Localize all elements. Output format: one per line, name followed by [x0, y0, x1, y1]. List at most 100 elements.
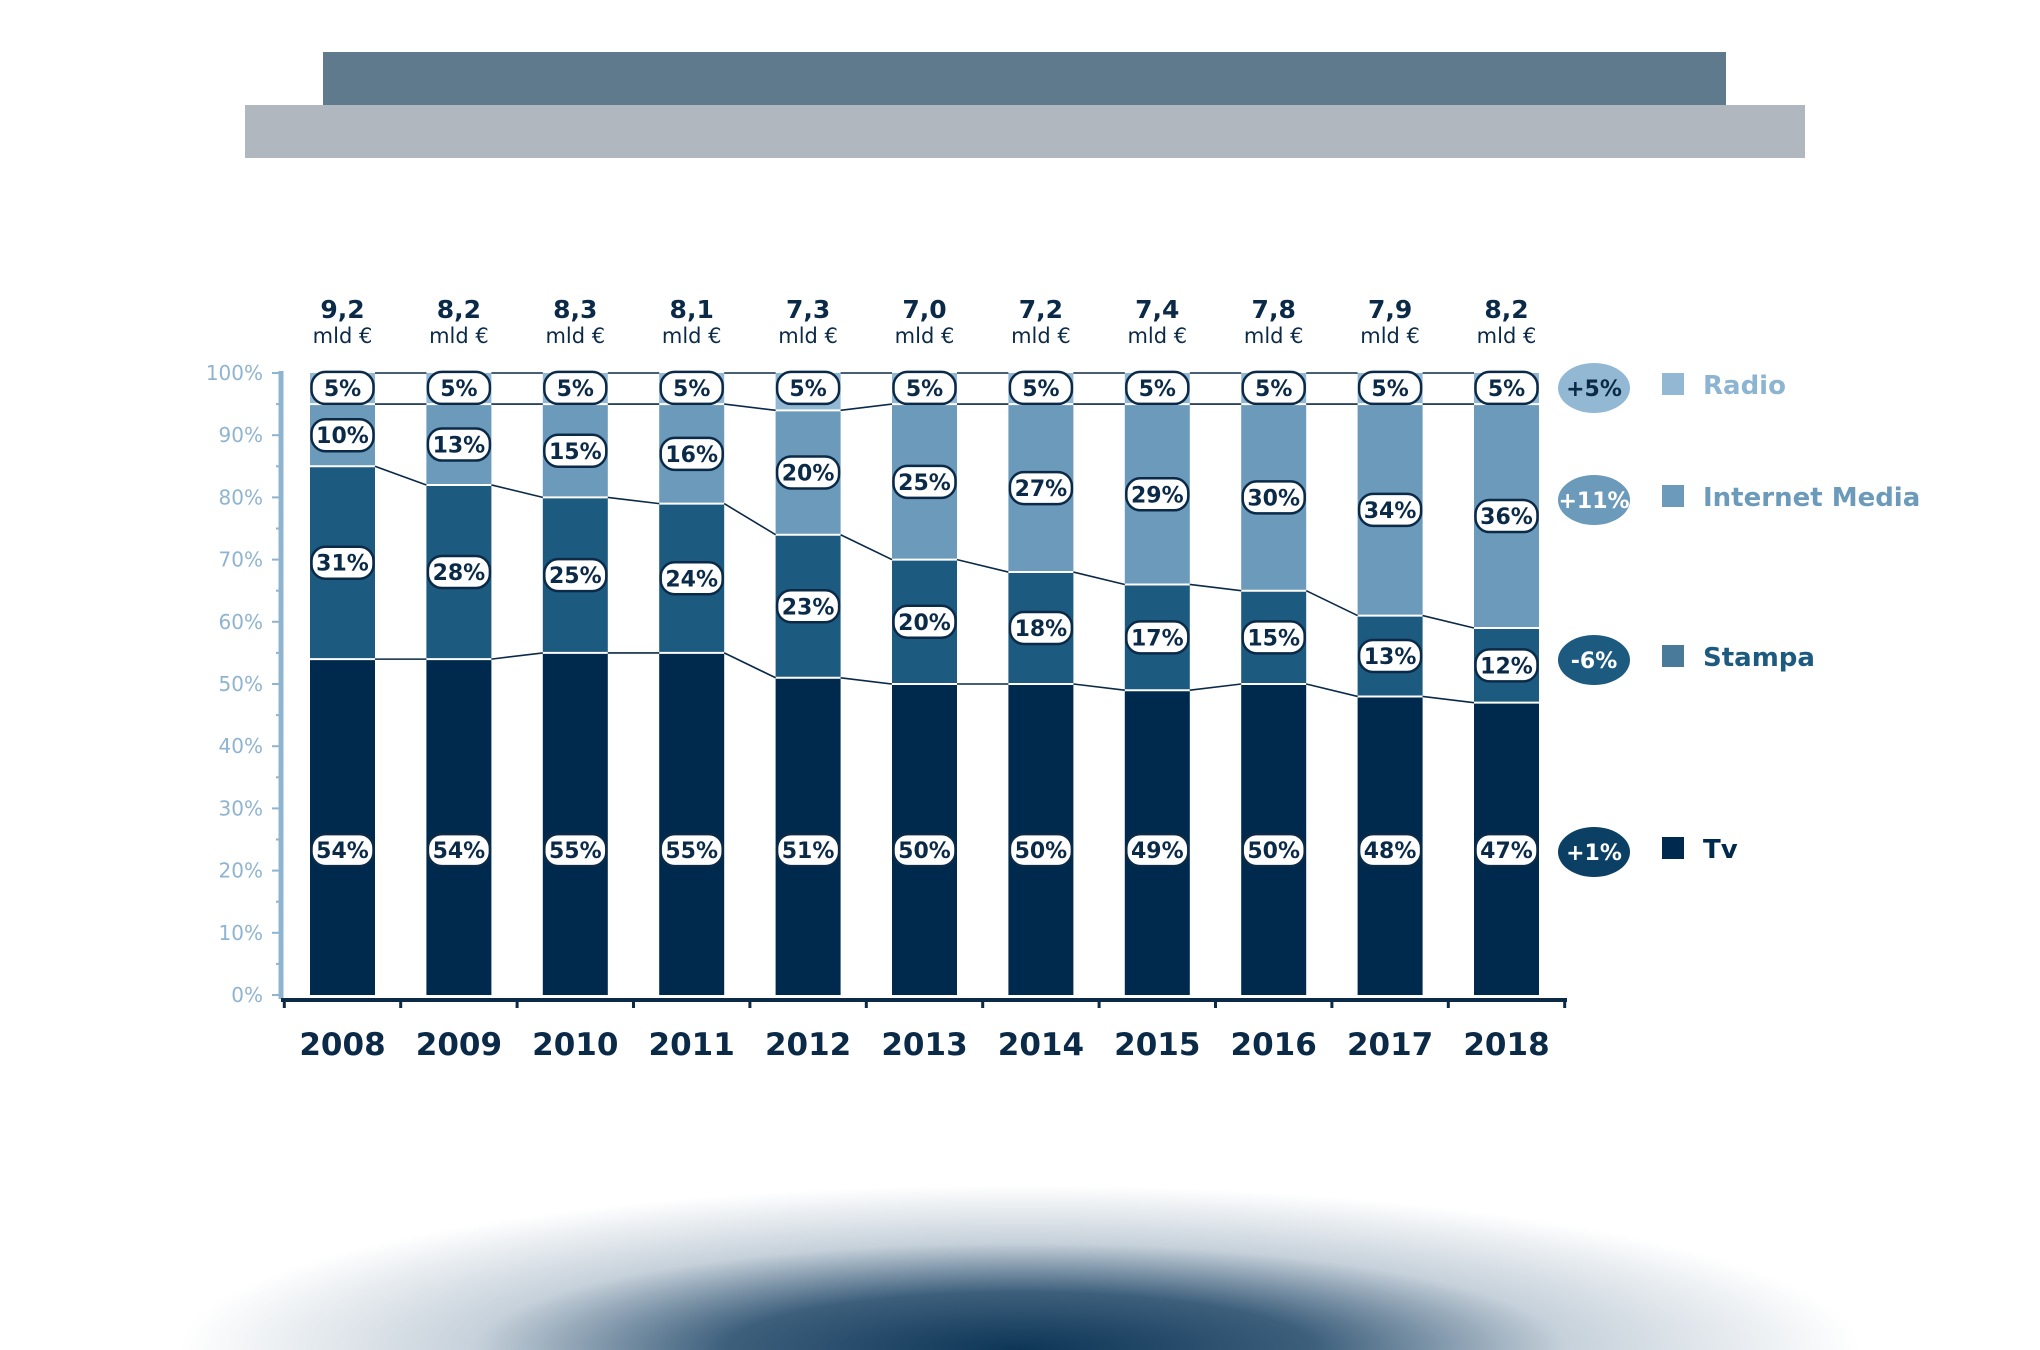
data-label-internet-media: 13%	[433, 434, 486, 459]
data-label-pill	[543, 370, 608, 406]
x-tick-label: 2009	[416, 1027, 502, 1063]
data-label-pill	[426, 370, 492, 406]
data-label-internet-media: 29%	[1131, 483, 1184, 508]
bar-segment-tv-2010	[542, 652, 608, 995]
total-unit-label: mld €	[1360, 324, 1420, 348]
x-tick-label: 2008	[299, 1027, 385, 1063]
total-unit-label: mld €	[1011, 324, 1071, 348]
data-label-pill	[1474, 832, 1539, 868]
y-tick-label: 100%	[206, 361, 263, 385]
data-label-tv: 50%	[1247, 839, 1300, 864]
data-label-pill	[310, 417, 375, 453]
total-unit-label: mld €	[429, 324, 489, 348]
legend-label-radio: Radio	[1703, 371, 1786, 401]
data-label-tv: 48%	[1364, 839, 1417, 864]
data-label-internet-media: 16%	[665, 443, 718, 468]
connector-line	[840, 403, 893, 412]
data-label-stampa: 17%	[1131, 626, 1184, 651]
data-label-radio: 5%	[1255, 377, 1292, 402]
data-label-pill	[775, 589, 841, 624]
data-label-stampa: 15%	[1247, 626, 1300, 651]
y-tick-label: 60%	[219, 610, 263, 634]
data-label-stampa: 28%	[433, 561, 486, 586]
legend-label-internet-media: Internet Media	[1703, 483, 1920, 513]
data-label-radio: 5%	[906, 377, 943, 402]
data-label-stampa: 31%	[316, 552, 369, 577]
data-label-internet-media: 34%	[1364, 499, 1417, 524]
data-label-pill	[310, 370, 375, 406]
total-value-label: 9,2	[320, 295, 364, 324]
change-badge-stampa	[1558, 635, 1630, 685]
data-label-tv: 47%	[1480, 839, 1533, 864]
connector-line	[607, 496, 660, 505]
data-label-radio: 5%	[1371, 377, 1408, 402]
total-unit-label: mld €	[662, 324, 722, 348]
data-label-radio: 5%	[1022, 377, 1059, 402]
connector-line	[1305, 589, 1358, 617]
data-label-stampa: 12%	[1480, 654, 1533, 679]
data-label-pill	[543, 433, 608, 468]
bar-segment-tv-2011	[659, 652, 725, 995]
connector-line	[1189, 583, 1242, 592]
connector-line	[491, 652, 543, 660]
data-label-pill	[543, 557, 608, 593]
connector-line	[724, 403, 776, 412]
total-value-label: 8,3	[553, 295, 597, 324]
y-tick-label: 80%	[219, 485, 263, 509]
data-label-internet-media: 36%	[1480, 505, 1533, 530]
total-unit-label: mld €	[895, 324, 955, 348]
data-label-pill	[1241, 480, 1306, 515]
total-value-label: 8,2	[1484, 295, 1528, 324]
x-tick-label: 2011	[649, 1027, 735, 1063]
data-label-internet-media: 30%	[1247, 486, 1300, 511]
x-tick-label: 2017	[1347, 1027, 1433, 1063]
total-unit-label: mld €	[1244, 324, 1304, 348]
connector-line	[1189, 683, 1242, 692]
data-label-tv: 49%	[1131, 839, 1184, 864]
total-value-label: 7,2	[1019, 295, 1063, 324]
legend-label-stampa: Stampa	[1703, 643, 1815, 673]
data-label-radio: 5%	[1139, 377, 1176, 402]
header-banner-light	[245, 105, 1805, 158]
data-label-radio: 5%	[789, 377, 826, 402]
data-label-pill	[659, 370, 724, 406]
connector-line	[723, 652, 776, 679]
total-unit-label: mld €	[778, 324, 838, 348]
data-label-radio: 5%	[440, 377, 477, 402]
data-label-pill	[1357, 832, 1423, 868]
connector-line	[1422, 695, 1475, 704]
data-label-tv: 54%	[433, 839, 486, 864]
legend-swatch-radio	[1662, 373, 1684, 395]
bar-segment-tv-2009	[426, 659, 492, 995]
connector-line	[1306, 683, 1358, 698]
data-label-pill	[892, 464, 957, 500]
data-label-pill	[1125, 370, 1190, 406]
y-tick-label: 30%	[219, 796, 263, 820]
legend-swatch-stampa	[1662, 645, 1684, 667]
y-tick-label: 40%	[219, 734, 263, 758]
data-label-tv: 50%	[898, 839, 951, 864]
legend-label-tv: Tv	[1703, 835, 1738, 865]
total-unit-label: mld €	[1477, 324, 1537, 348]
data-label-pill	[310, 545, 375, 580]
header-banner-dark	[323, 52, 1726, 105]
data-label-tv: 51%	[782, 839, 835, 864]
x-tick-label: 2016	[1231, 1027, 1317, 1063]
data-label-pill	[892, 832, 957, 868]
data-label-radio: 5%	[673, 377, 710, 402]
data-label-pill	[426, 832, 492, 868]
data-label-tv: 54%	[316, 839, 369, 864]
legend-swatch-tv	[1662, 837, 1684, 859]
total-value-label: 7,4	[1135, 295, 1179, 324]
total-value-label: 7,0	[902, 295, 946, 324]
data-label-pill	[775, 832, 841, 868]
total-value-label: 7,8	[1252, 295, 1296, 324]
data-label-stampa: 25%	[549, 564, 602, 589]
data-label-stampa: 18%	[1015, 617, 1068, 642]
data-label-pill	[1125, 620, 1190, 655]
stacked-bar-chart: 0% 10% 20% 30% 40% 50% 60% 70% 80% 90% 100% 2008 9,2…	[206, 295, 1920, 1063]
change-badge-radio	[1558, 363, 1630, 413]
data-label-pill	[892, 604, 957, 640]
change-badge-tv	[1558, 827, 1630, 877]
bar-segment-tv-2008	[310, 659, 375, 995]
